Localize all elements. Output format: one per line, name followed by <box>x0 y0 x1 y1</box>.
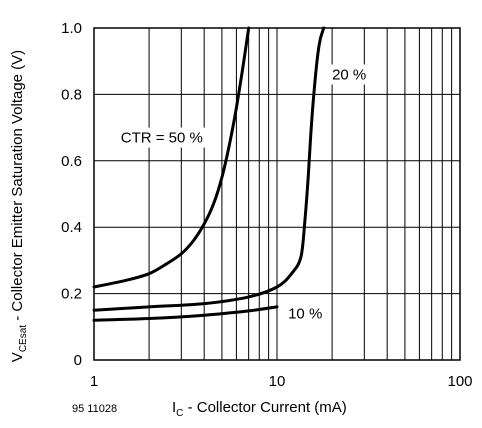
x-tick-label: 100 <box>447 373 472 390</box>
series <box>92 26 326 322</box>
y-tick-labels: 0 0.2 0.4 0.6 0.8 1.0 <box>61 20 82 369</box>
grid <box>94 28 460 360</box>
plot-border <box>93 27 461 361</box>
annotations: CTR = 50 % 20 % 10 % <box>117 64 368 324</box>
y-tick-label: 0.2 <box>61 286 82 303</box>
y-axis-label: VCEsat - Collector Emitter Saturation Vo… <box>9 50 29 362</box>
x-tick-labels: 1 10 100 <box>90 373 473 390</box>
y-tick-label: 1.0 <box>61 20 82 37</box>
annotation-background <box>117 127 206 148</box>
x-axis-label: IC - Collector Current (mA) <box>172 399 347 419</box>
x-tick-label: 1 <box>90 373 98 390</box>
plot-frame <box>93 27 461 361</box>
annotation-background <box>329 64 368 85</box>
y-tick-label: 0.8 <box>61 86 82 103</box>
annotation-label: CTR = 50 % <box>121 130 203 147</box>
annotation-label: 10 % <box>288 306 322 323</box>
series-line-1 <box>92 26 251 289</box>
figure-code: 95 11028 <box>72 403 117 415</box>
annotation-label: 20 % <box>332 66 366 83</box>
y-tick-label: 0.4 <box>61 219 82 236</box>
x-tick-label: 10 <box>269 373 286 390</box>
annotation-background <box>285 303 324 324</box>
y-tick-label: 0 <box>74 352 82 369</box>
y-tick-label: 0.6 <box>61 153 82 170</box>
series-line-3 <box>92 305 279 322</box>
series-line-2 <box>92 26 326 312</box>
